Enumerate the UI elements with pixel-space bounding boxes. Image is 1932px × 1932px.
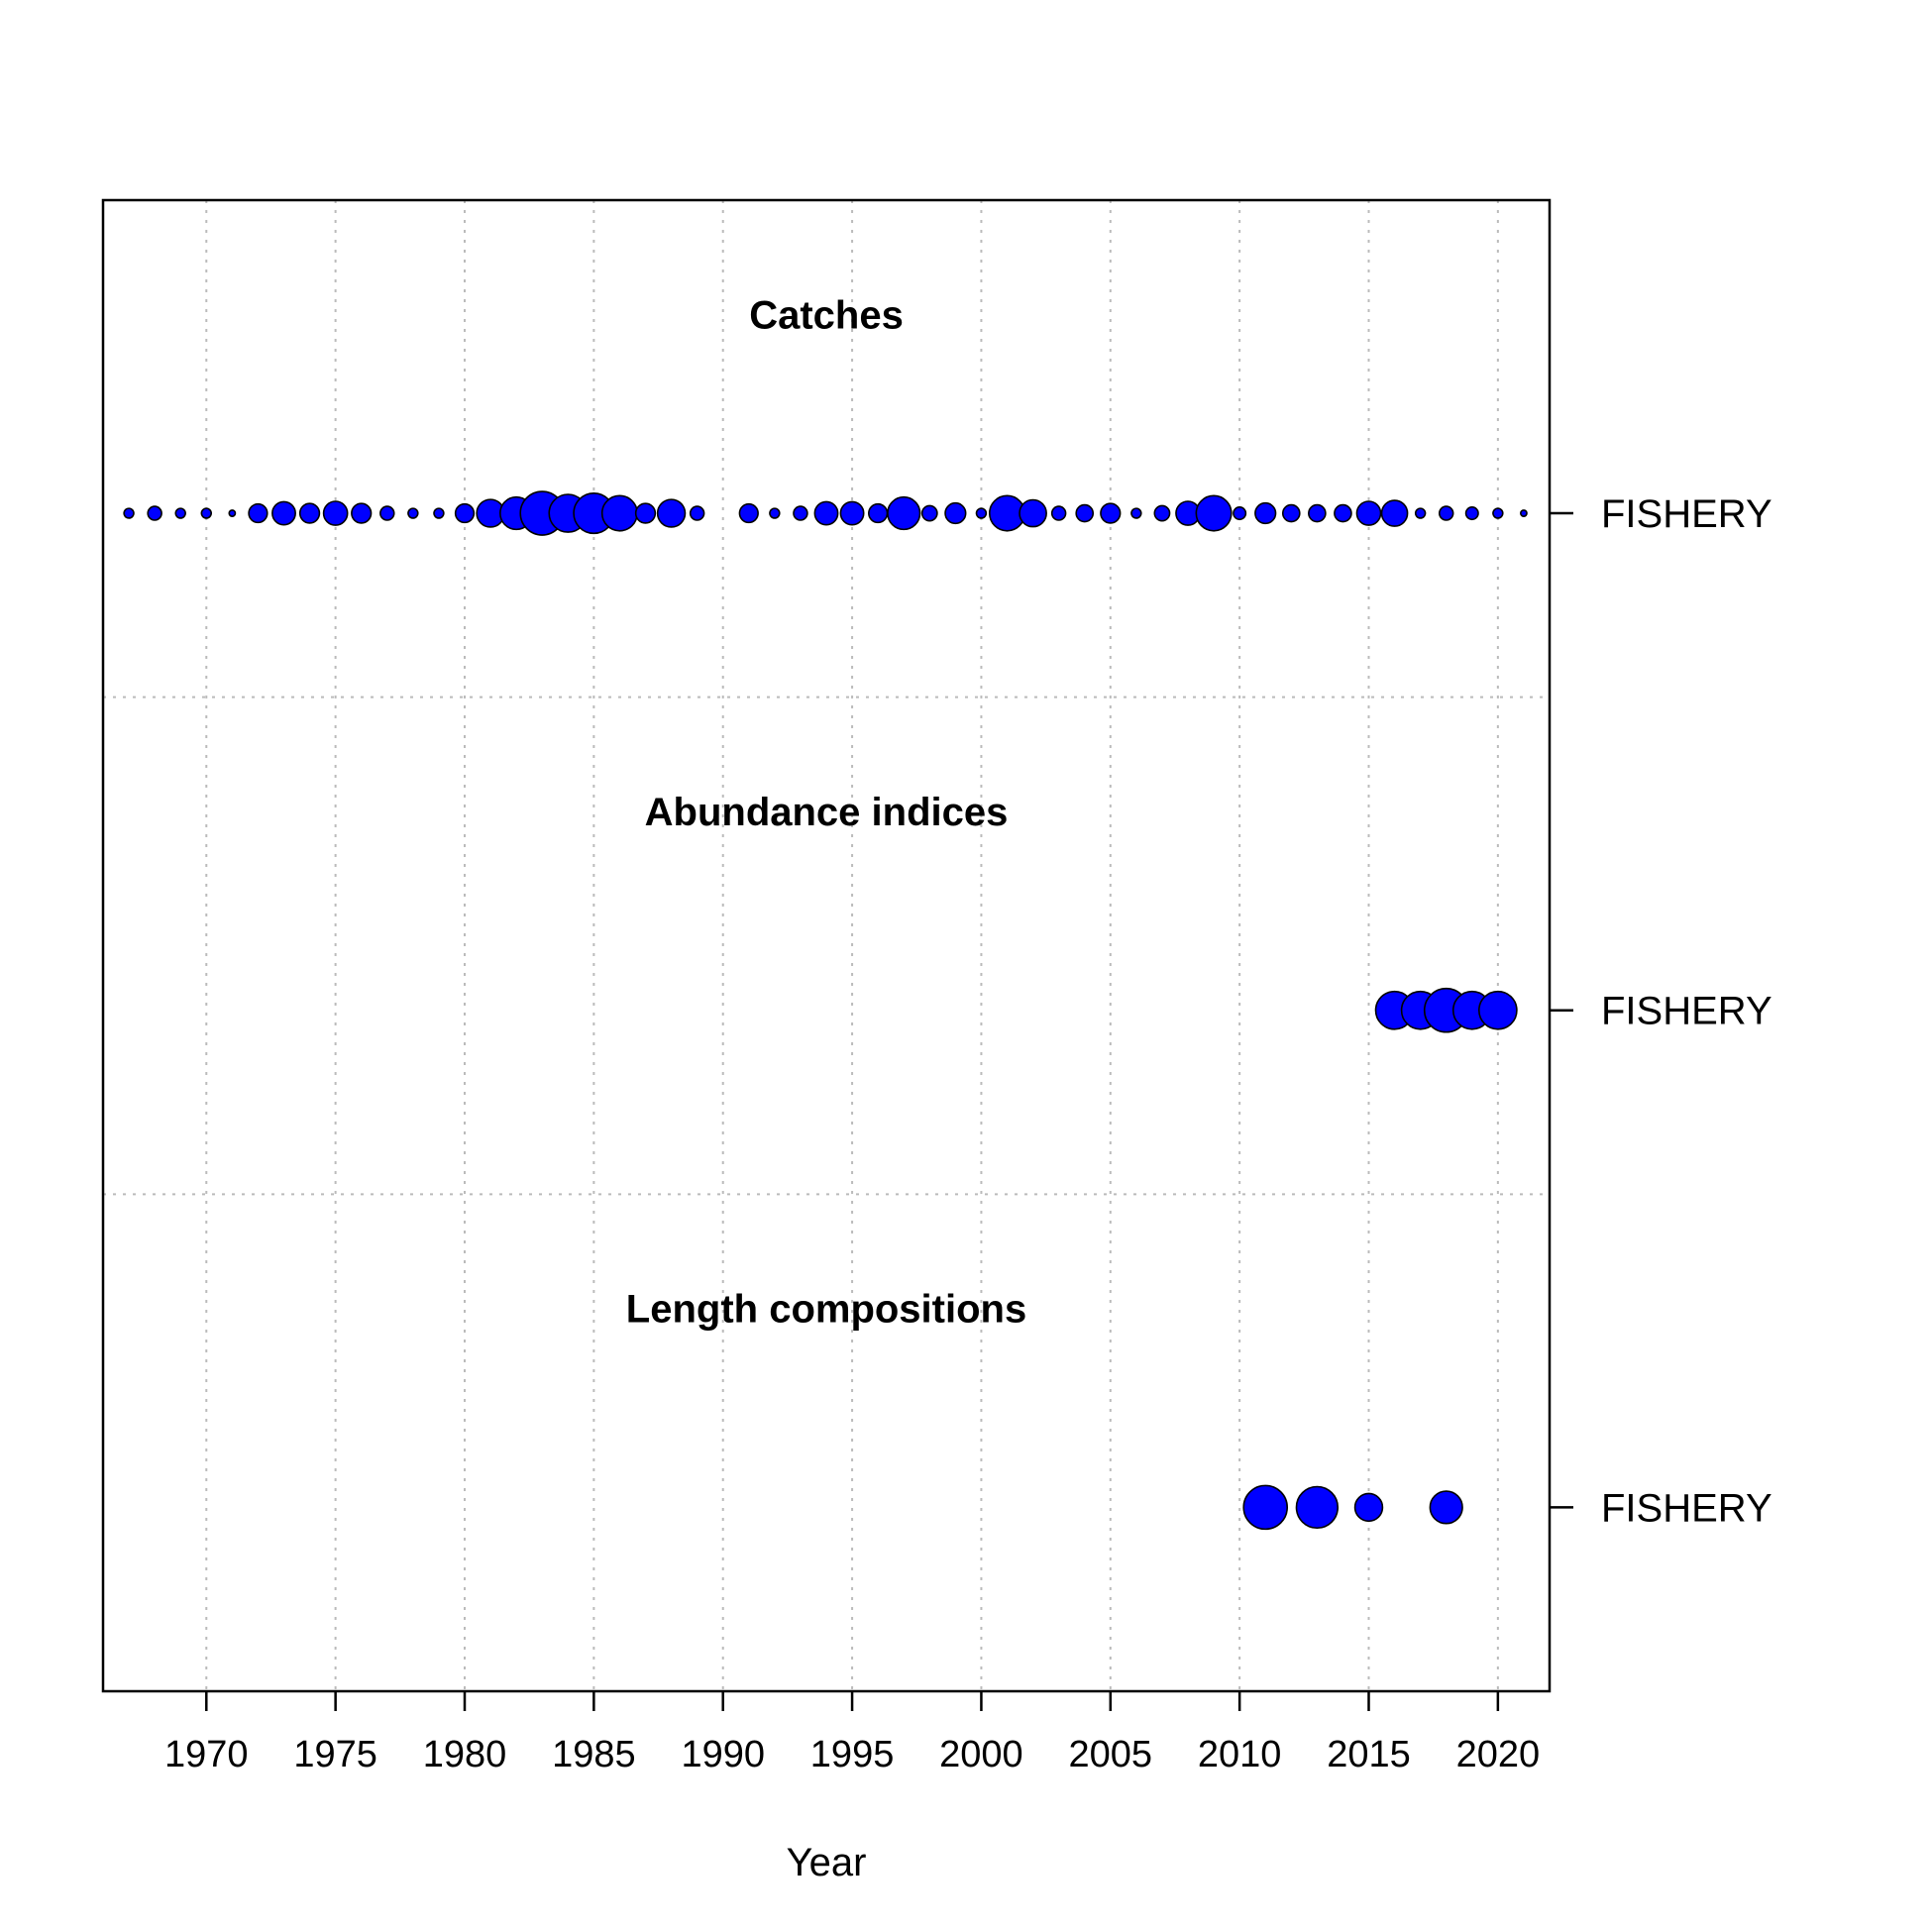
data-point (1233, 506, 1247, 521)
data-point (1380, 499, 1409, 527)
data-point (813, 500, 839, 526)
x-tick-label: 2015 (1327, 1734, 1411, 1775)
x-tick-label: 1970 (164, 1734, 249, 1775)
data-point (920, 504, 938, 522)
data-point (1478, 990, 1518, 1030)
data-point (1520, 509, 1528, 517)
data-point (271, 500, 296, 526)
data-point (1050, 505, 1067, 521)
data-point (887, 495, 921, 531)
x-tick-label: 1995 (810, 1734, 895, 1775)
data-point (769, 507, 781, 519)
x-tick-label: 1980 (423, 1734, 507, 1775)
data-point (1334, 503, 1352, 523)
data-point (689, 505, 705, 521)
panel-titles: Catches Abundance indices Length compositi… (626, 293, 1026, 1331)
data-point (1353, 1492, 1384, 1523)
data-point (1153, 504, 1171, 522)
data-point (1308, 503, 1327, 523)
data-point (298, 502, 321, 524)
data-point (174, 507, 186, 519)
data-point (1195, 494, 1233, 532)
data-point (228, 509, 237, 517)
data-point (738, 502, 759, 524)
data-point (944, 501, 967, 525)
data-point (433, 507, 445, 519)
plot-frame (101, 198, 1552, 1693)
data-point (454, 502, 476, 524)
x-tick-label: 2005 (1069, 1734, 1153, 1775)
panel-title: Abundance indices (645, 791, 1009, 834)
data-point (793, 505, 808, 521)
data-point (1355, 500, 1382, 526)
x-tick-label: 2010 (1198, 1734, 1282, 1775)
data-point (1130, 507, 1142, 519)
data-point (656, 498, 687, 528)
data-point (1429, 1490, 1463, 1525)
data-point (1295, 1485, 1340, 1530)
data-point (351, 502, 373, 524)
data-point (1019, 498, 1047, 528)
data-point (868, 502, 889, 524)
data-point (839, 500, 865, 526)
x-tick-label: 1975 (293, 1734, 377, 1775)
data-point (248, 502, 268, 524)
x-tick-label: 1990 (681, 1734, 765, 1775)
data-point (975, 507, 988, 519)
fleet-label: FISHERY (1601, 1486, 1772, 1530)
data-points (123, 490, 1528, 1531)
data-point (1100, 502, 1122, 524)
fleet-label: FISHERY (1601, 492, 1772, 536)
data-point (1254, 501, 1277, 525)
data-point (1438, 505, 1454, 521)
data-point (1242, 1484, 1289, 1531)
data-point (1075, 503, 1095, 523)
data-point (1464, 506, 1479, 521)
data-point (123, 507, 135, 519)
data-point (200, 507, 213, 519)
data-point (600, 494, 638, 532)
data-point (1492, 507, 1504, 519)
x-axis-title: Year (787, 1841, 867, 1884)
x-axis: 1970 1975 1980 1985 1990 1995 2000 2005 2010 2015… (164, 1691, 1540, 1775)
fleet-label: FISHERY (1601, 990, 1772, 1033)
x-tick-label: 1985 (552, 1734, 636, 1775)
x-tick-label: 2000 (939, 1734, 1023, 1775)
data-point (1281, 503, 1301, 523)
data-point (379, 505, 395, 521)
y-axis: FISHERY FISHERY FISHERY (1550, 492, 1772, 1530)
data-point (147, 505, 162, 521)
x-tick-label: 2020 (1456, 1734, 1541, 1775)
panel-title: Catches (749, 293, 904, 337)
data-point (322, 500, 349, 526)
data-point (407, 507, 419, 519)
panel-title: Length compositions (626, 1288, 1026, 1332)
data-point (634, 502, 657, 524)
grid-lines (103, 200, 1550, 1691)
data-point (1414, 507, 1427, 519)
